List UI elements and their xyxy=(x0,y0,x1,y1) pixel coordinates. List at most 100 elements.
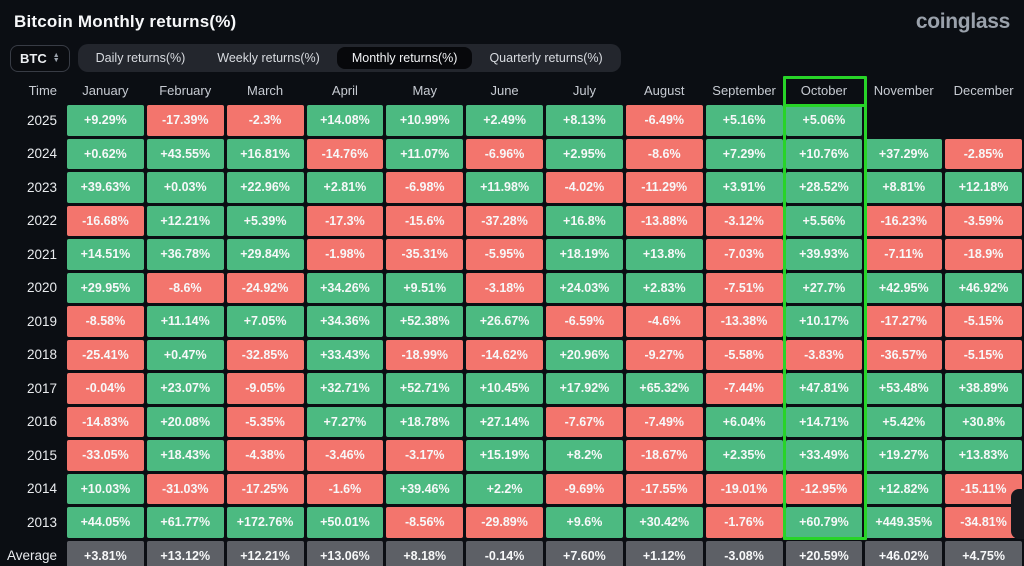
tab-weekly-returns[interactable]: Weekly returns(%) xyxy=(217,51,320,65)
row-label-2018: 2018 xyxy=(26,347,57,363)
row-label-2013: 2013 xyxy=(26,514,57,530)
tab-quarterly-returns[interactable]: Quarterly returns(%) xyxy=(489,51,603,65)
coinglass-logo[interactable]: coinglass xyxy=(915,9,1010,33)
return-cell: +10.17% xyxy=(785,306,863,337)
return-cell: +7.29% xyxy=(705,138,783,169)
empty-cell xyxy=(865,105,942,136)
return-cell: -35.31% xyxy=(386,239,464,270)
return-cell: +26.67% xyxy=(466,306,543,337)
return-cell: +52.71% xyxy=(386,373,464,404)
tab-monthly-returns[interactable]: Monthly returns(%) xyxy=(336,47,473,69)
return-cell: +10.45% xyxy=(466,373,543,404)
return-cell: +43.55% xyxy=(146,138,224,169)
return-cell: +52.38% xyxy=(386,306,464,337)
floating-button[interactable] xyxy=(1011,489,1024,539)
return-cell: +16.8% xyxy=(546,205,623,236)
return-cell: +47.81% xyxy=(785,373,863,404)
return-cell: -9.27% xyxy=(625,339,703,370)
return-cell: +10.03% xyxy=(67,473,144,504)
top-bar: Bitcoin Monthly returns(%) coinglass xyxy=(0,0,1024,36)
return-cell: +5.39% xyxy=(226,205,304,236)
return-cell: -17.25% xyxy=(226,473,304,504)
row-label-2020: 2020 xyxy=(26,280,57,296)
return-cell: +37.29% xyxy=(865,138,943,169)
return-cell: -6.49% xyxy=(625,105,703,136)
return-cell: +13.06% xyxy=(306,540,384,566)
returns-tabs: Daily returns(%) Weekly returns(%) Monthly… xyxy=(77,44,621,72)
return-cell: +449.35% xyxy=(865,507,943,538)
return-cell: -4.02% xyxy=(546,172,623,203)
return-cell: -37.28% xyxy=(466,205,543,236)
return-cell: +7.27% xyxy=(306,406,384,437)
return-cell: +172.76% xyxy=(226,507,304,538)
return-cell: -7.03% xyxy=(705,239,783,270)
return-cell: +18.19% xyxy=(546,239,623,270)
page-title: Bitcoin Monthly returns(%) xyxy=(14,11,237,31)
return-cell: -11.29% xyxy=(625,172,703,203)
return-cell: -17.39% xyxy=(146,105,224,136)
column-header-april: April xyxy=(331,82,358,98)
return-cell: +2.49% xyxy=(466,105,543,136)
return-cell: +27.7% xyxy=(785,272,863,303)
row-label-2014: 2014 xyxy=(26,481,57,497)
return-cell: +53.48% xyxy=(865,373,943,404)
return-cell: -25.41% xyxy=(67,339,144,370)
row-label-2015: 2015 xyxy=(26,447,57,463)
return-cell: +30.8% xyxy=(945,406,1022,437)
return-cell: +0.03% xyxy=(146,172,224,203)
return-cell: -0.14% xyxy=(466,540,543,566)
return-cell: +2.95% xyxy=(546,138,623,169)
return-cell: +19.27% xyxy=(865,440,943,471)
return-cell: +17.92% xyxy=(546,373,623,404)
row-label-2019: 2019 xyxy=(26,313,57,329)
return-cell: -3.59% xyxy=(945,205,1022,236)
return-cell: +27.14% xyxy=(466,406,543,437)
column-header-august: August xyxy=(644,82,685,98)
return-cell: +5.06% xyxy=(785,105,863,136)
return-cell: +2.35% xyxy=(705,440,783,471)
return-cell: -14.83% xyxy=(67,406,144,437)
return-cell: -16.23% xyxy=(865,205,943,236)
row-label-2024: 2024 xyxy=(26,146,57,162)
return-cell: +6.04% xyxy=(705,406,783,437)
return-cell: +12.18% xyxy=(945,172,1022,203)
return-cell: -2.85% xyxy=(945,138,1022,169)
return-cell: +2.2% xyxy=(466,473,543,504)
controls-row: BTC ▲ ▼ Daily returns(%) Weekly returns(%)… xyxy=(10,44,1024,72)
return-cell: -7.67% xyxy=(546,406,623,437)
return-cell: -3.08% xyxy=(705,540,783,566)
row-label-average: Average xyxy=(6,548,57,564)
row-label-2025: 2025 xyxy=(26,112,57,128)
symbol-select[interactable]: BTC ▲ ▼ xyxy=(10,44,70,72)
return-cell: +20.59% xyxy=(785,540,863,566)
row-label-2023: 2023 xyxy=(26,179,57,195)
return-cell: +28.52% xyxy=(785,172,863,203)
return-cell: +18.43% xyxy=(146,440,224,471)
return-cell: +33.43% xyxy=(306,339,384,370)
return-cell: +60.79% xyxy=(785,507,863,538)
return-cell: +14.51% xyxy=(67,239,144,270)
return-cell: +50.01% xyxy=(306,507,384,538)
return-cell: +3.91% xyxy=(705,172,783,203)
return-cell: +22.96% xyxy=(226,172,304,203)
return-cell: -7.44% xyxy=(705,373,783,404)
empty-cell xyxy=(945,105,1022,136)
symbol-select-value: BTC xyxy=(20,50,47,66)
tab-daily-returns[interactable]: Daily returns(%) xyxy=(95,51,186,65)
return-cell: -3.83% xyxy=(785,339,863,370)
return-cell: +2.81% xyxy=(306,172,384,203)
return-cell: -6.96% xyxy=(466,138,543,169)
return-cell: +38.89% xyxy=(945,373,1022,404)
return-cell: +7.60% xyxy=(546,540,623,566)
return-cell: +12.21% xyxy=(146,205,224,236)
return-cell: +23.07% xyxy=(146,373,224,404)
return-cell: -14.76% xyxy=(306,138,384,169)
return-cell: -33.05% xyxy=(67,440,144,471)
return-cell: +39.63% xyxy=(67,172,144,203)
return-cell: +29.95% xyxy=(67,272,144,303)
column-header-july: July xyxy=(572,82,596,98)
return-cell: +8.81% xyxy=(865,172,943,203)
return-cell: -8.56% xyxy=(386,507,464,538)
return-cell: -24.92% xyxy=(226,272,304,303)
column-header-june: June xyxy=(490,82,519,98)
